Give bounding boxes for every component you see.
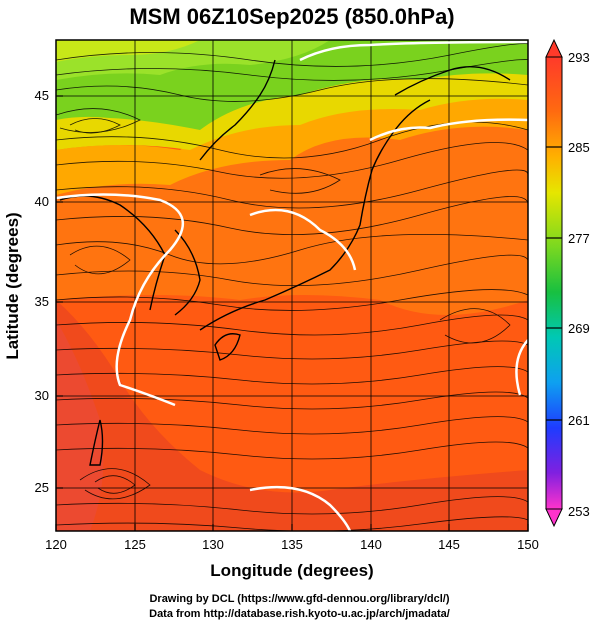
y-axis-label: Latitude (degrees) [3, 212, 22, 359]
x-tick-label: 140 [360, 537, 382, 552]
colorbar-tick-label: 277 [568, 231, 590, 246]
y-tick-label: 40 [35, 194, 49, 209]
x-tick-label: 150 [517, 537, 539, 552]
tick-marks [55, 95, 529, 531]
colorbar-top-arrow [545, 38, 563, 58]
colorbar-tick-label: 293 [568, 50, 590, 65]
y-tick-label: 35 [35, 294, 49, 309]
x-tick-label: 145 [438, 537, 460, 552]
wind-streamlines [56, 43, 528, 531]
y-tick-labels: 25 30 35 40 45 [35, 88, 49, 495]
colorbar-tick-label: 285 [568, 140, 590, 155]
y-tick-label: 30 [35, 388, 49, 403]
colorbar-tick-label: 261 [568, 413, 590, 428]
colorbar-bottom-arrow [545, 508, 563, 528]
x-tick-label: 135 [281, 537, 303, 552]
y-tick-label: 25 [35, 480, 49, 495]
footer-credit-data: Data from http://database.rish.kyoto-u.a… [149, 608, 450, 620]
chart-title: MSM 06Z10Sep2025 (850.0hPa) [129, 4, 454, 29]
x-tick-label: 130 [202, 537, 224, 552]
x-tick-labels: 120 125 130 135 140 145 150 [45, 537, 539, 552]
colorbar: 293 285 277 269 261 253 [545, 38, 590, 528]
x-tick-label: 125 [124, 537, 146, 552]
colorbar-tick-label: 253 [568, 504, 590, 519]
white-contours [56, 40, 528, 531]
x-axis-label: Longitude (degrees) [210, 561, 373, 580]
colorbar-gradient [545, 56, 563, 510]
x-tick-label: 120 [45, 537, 67, 552]
y-tick-label: 45 [35, 88, 49, 103]
colorbar-tick-label: 269 [568, 321, 590, 336]
footer-credit-drawing: Drawing by DCL (https://www.gfd-dennou.o… [149, 593, 450, 605]
